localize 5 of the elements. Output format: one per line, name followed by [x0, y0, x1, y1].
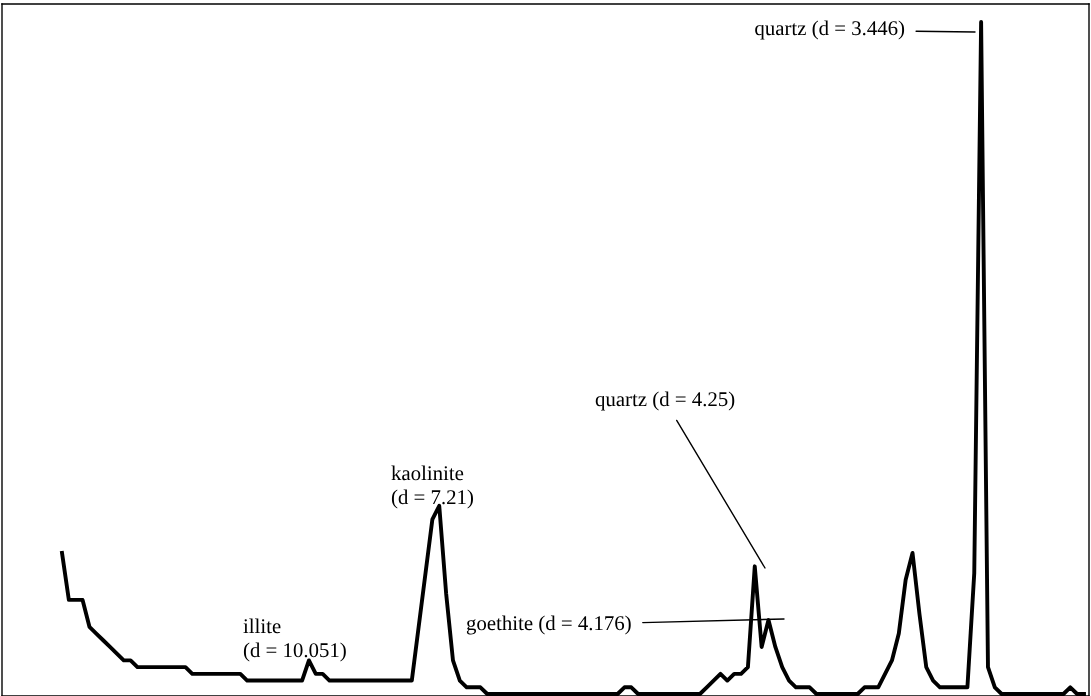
annotation: illite (d = 10.051)	[243, 618, 346, 662]
annotation: quartz (d = 3.446)	[755, 20, 905, 40]
annotation: kaolinite (d = 7.21)	[391, 465, 473, 509]
annotation: goethite (d = 4.176)	[466, 615, 631, 635]
annotation: quartz (d = 4.25)	[595, 391, 735, 411]
